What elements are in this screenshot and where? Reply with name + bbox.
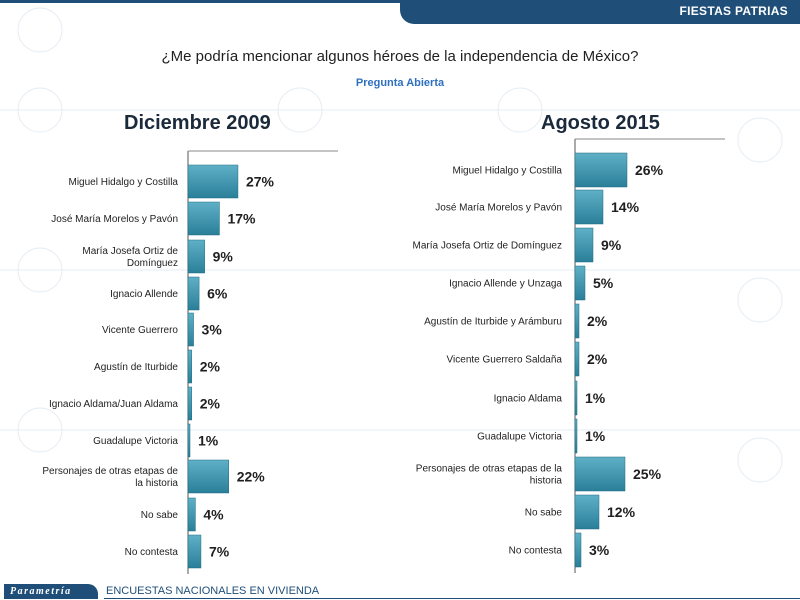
chart-title-2015: Agosto 2015 [541,112,660,134]
bar [574,341,580,377]
category-label: Guadalupe Victoria [477,432,562,443]
bar [187,386,192,421]
header-banner: FIESTAS PATRIAS [400,0,800,24]
category-label: Personajes de otras etapas de [42,466,178,477]
bar [187,497,196,532]
question-subtitle: Pregunta Abierta [355,77,445,89]
category-label: Ignacio Allende y Unzaga [449,279,562,290]
bar [187,459,229,494]
data-label: 1% [585,390,606,406]
category-label: historia [530,476,563,487]
category-label: José María Morelos y Pavón [51,214,178,225]
bar [574,303,580,339]
bar [187,423,191,458]
category-label: José María Morelos y Pavón [435,203,562,214]
data-label: 12% [607,504,636,520]
category-label: Domínguez [127,258,178,269]
bar [187,349,192,384]
footer-logo: Parametría [4,584,98,599]
category-label: Ignacio Aldama/Juan Aldama [49,399,178,410]
category-label: Agustín de Iturbide [94,362,178,373]
category-label: No sabe [141,510,179,521]
bar [574,380,578,416]
category-label: Vicente Guerrero Saldaña [447,355,563,366]
data-label: 25% [633,466,662,482]
data-label: 2% [200,396,221,412]
category-label: No sabe [525,508,563,519]
bar [187,312,194,347]
category-label: María Josefa Ortiz de Domínguez [412,241,562,252]
category-label: Guadalupe Victoria [93,436,178,447]
category-label: Agustín de Iturbide y Arámburu [424,317,562,328]
data-label: 2% [587,313,608,329]
data-label: 4% [203,507,224,523]
category-label: Miguel Hidalgo y Costilla [453,166,563,177]
question-title: ¿Me podría mencionar algunos héroes de l… [161,48,639,65]
bar [187,534,202,569]
data-label: 14% [611,199,640,215]
bar [187,276,200,311]
bar [574,494,600,530]
bar [187,239,205,274]
category-label: Ignacio Allende [110,289,178,300]
data-label: 7% [209,544,230,560]
bar [574,532,582,568]
data-label: 1% [198,433,219,449]
data-label: 26% [635,162,664,178]
footer: Parametría ENCUESTAS NACIONALES EN VIVIE… [0,582,800,600]
header-title: FIESTAS PATRIAS [679,4,788,18]
bar [187,201,220,236]
data-label: 6% [207,286,228,302]
category-label: la historia [135,478,178,489]
data-label: 9% [213,249,234,265]
data-label: 27% [246,174,275,190]
bar [574,189,604,225]
category-label: Vicente Guerrero [102,325,178,336]
data-label: 22% [237,469,266,485]
category-label: Ignacio Aldama [494,394,563,405]
category-label: No contesta [125,547,179,558]
data-label: 2% [587,351,608,367]
chart-title-2009: Diciembre 2009 [124,112,271,134]
bar [187,164,239,199]
bar [574,456,626,492]
data-label: 17% [227,211,256,227]
category-label: María Josefa Ortiz de [82,246,178,257]
category-label: No contesta [509,546,563,557]
data-label: 2% [200,359,221,375]
data-label: 9% [601,237,622,253]
bar [574,152,628,188]
data-label: 3% [202,322,223,338]
bar [574,418,578,454]
data-label: 1% [585,428,606,444]
category-label: Miguel Hidalgo y Costilla [69,177,179,188]
bar [574,265,586,301]
bar [574,227,594,263]
footer-text: ENCUESTAS NACIONALES EN VIVIENDA [106,585,320,597]
category-label: Personajes de otras etapas de la [416,464,563,475]
data-label: 3% [589,542,610,558]
footer-divider [104,598,800,599]
data-label: 5% [593,275,614,291]
